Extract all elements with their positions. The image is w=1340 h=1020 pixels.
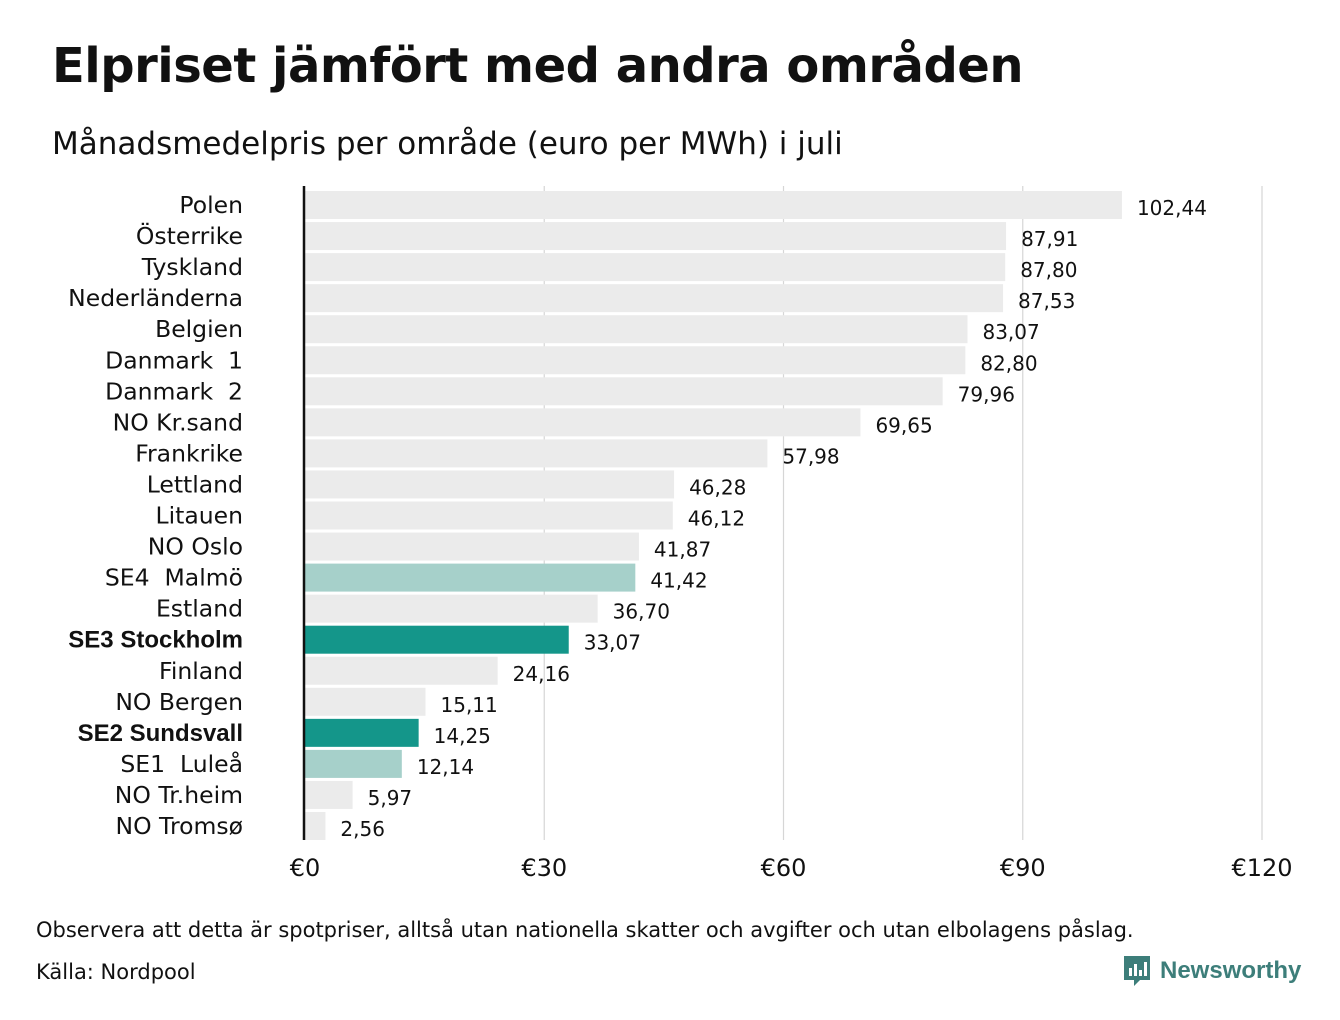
category-label: SE2 Sundsvall bbox=[78, 720, 243, 747]
x-tick-label: €30 bbox=[521, 854, 567, 882]
bar bbox=[305, 594, 598, 623]
bar bbox=[305, 749, 402, 778]
bar bbox=[305, 532, 639, 561]
category-label: SE1 Luleå bbox=[120, 750, 243, 778]
source-note: Källa: Nordpool bbox=[36, 960, 196, 984]
value-labels: 102,44 87,91 87,80 87,53 83,07 82,80 79,96 69,6… bbox=[340, 196, 1207, 841]
category-label: Estland bbox=[156, 595, 243, 623]
category-label: SE4 Malmö bbox=[105, 564, 243, 592]
category-label: Danmark 1 bbox=[105, 346, 243, 374]
category-label: Lettland bbox=[147, 470, 243, 498]
newsworthy-logo-icon bbox=[1124, 956, 1150, 986]
bar bbox=[305, 718, 419, 747]
category-label: Nederländerna bbox=[68, 284, 243, 312]
bar bbox=[305, 563, 636, 592]
bar bbox=[305, 470, 675, 499]
value-label: 14,25 bbox=[434, 724, 491, 748]
category-label: NO Bergen bbox=[115, 688, 243, 716]
chart-subtitle: Månadsmedelpris per område (euro per MWh… bbox=[52, 126, 843, 162]
value-label: 79,96 bbox=[958, 382, 1015, 406]
value-label: 41,42 bbox=[650, 569, 707, 593]
x-tick-label: €60 bbox=[761, 854, 807, 882]
category-label: Polen bbox=[179, 191, 243, 219]
bar bbox=[305, 780, 353, 809]
bar bbox=[305, 439, 768, 468]
category-label: NO Oslo bbox=[148, 533, 243, 561]
category-label: Tyskland bbox=[141, 253, 243, 281]
value-label: 46,12 bbox=[688, 507, 745, 531]
category-label: Litauen bbox=[156, 502, 243, 530]
value-label: 69,65 bbox=[875, 413, 932, 437]
category-label: Frankrike bbox=[135, 439, 243, 467]
category-label: Belgien bbox=[155, 315, 243, 343]
x-tick-label: €90 bbox=[1000, 854, 1046, 882]
bar bbox=[305, 656, 498, 685]
value-label: 36,70 bbox=[613, 600, 670, 624]
value-label: 82,80 bbox=[980, 351, 1037, 375]
value-label: 24,16 bbox=[513, 662, 570, 686]
bar bbox=[305, 253, 1006, 282]
footnote: Observera att detta är spotpriser, allts… bbox=[36, 918, 1134, 942]
category-label: NO Tromsø bbox=[116, 812, 243, 840]
value-label: 33,07 bbox=[584, 631, 641, 655]
value-label: 87,80 bbox=[1020, 258, 1077, 282]
value-label: 102,44 bbox=[1137, 196, 1207, 220]
value-label: 41,87 bbox=[654, 538, 711, 562]
bar-chart: Polen Österrike Tyskland Nederländerna Belgi… bbox=[68, 186, 1293, 882]
category-label: Finland bbox=[159, 657, 243, 685]
bar bbox=[305, 408, 861, 437]
value-label: 12,14 bbox=[417, 755, 474, 779]
category-label: NO Kr.sand bbox=[113, 408, 243, 436]
bar bbox=[305, 687, 426, 716]
value-label: 46,28 bbox=[689, 475, 746, 499]
bars bbox=[305, 191, 1122, 840]
x-tick-label: €120 bbox=[1231, 854, 1292, 882]
bar bbox=[305, 812, 326, 840]
value-label: 15,11 bbox=[441, 693, 498, 717]
category-label: Österrike bbox=[136, 222, 243, 250]
x-axis-ticks: €0 €30 €60 €90 €120 bbox=[290, 854, 1293, 882]
bar bbox=[305, 625, 569, 654]
category-label: NO Tr.heim bbox=[115, 781, 243, 809]
bar bbox=[305, 501, 673, 530]
category-label: Danmark 2 bbox=[105, 377, 243, 405]
value-label: 2,56 bbox=[340, 817, 385, 841]
bar bbox=[305, 191, 1122, 219]
brand-logo: Newsworthy bbox=[1122, 954, 1301, 988]
bar bbox=[305, 346, 966, 375]
x-tick-label: €0 bbox=[290, 854, 321, 882]
value-label: 83,07 bbox=[982, 320, 1039, 344]
value-label: 87,91 bbox=[1021, 227, 1078, 251]
value-label: 5,97 bbox=[368, 786, 413, 810]
chart-title: Elpriset jämfört med andra områden bbox=[52, 38, 1024, 94]
bar bbox=[305, 315, 968, 344]
bar bbox=[305, 284, 1004, 313]
value-label: 57,98 bbox=[782, 444, 839, 468]
category-labels: Polen Österrike Tyskland Nederländerna Belgi… bbox=[68, 191, 243, 840]
value-label: 87,53 bbox=[1018, 289, 1075, 313]
bar bbox=[305, 377, 943, 406]
brand-name: Newsworthy bbox=[1160, 957, 1302, 984]
bar bbox=[305, 222, 1007, 251]
category-label: SE3 Stockholm bbox=[68, 627, 243, 654]
